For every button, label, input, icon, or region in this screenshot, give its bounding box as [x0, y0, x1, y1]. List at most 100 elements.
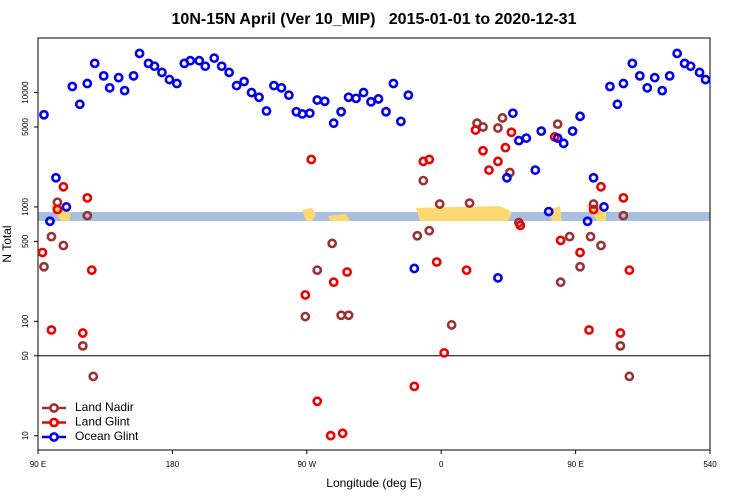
- point: [552, 133, 563, 143]
- y-tick-label: 1000: [21, 198, 30, 216]
- point: [342, 267, 353, 277]
- point: [77, 340, 88, 351]
- point: [484, 165, 494, 175]
- point: [502, 172, 512, 183]
- point: [585, 231, 596, 242]
- legend-label: Land Glint: [75, 415, 130, 429]
- point: [149, 61, 160, 72]
- point: [605, 81, 615, 92]
- point: [306, 154, 317, 165]
- point: [46, 231, 57, 242]
- point: [185, 55, 196, 66]
- y-tick-label: 100: [21, 314, 30, 328]
- point: [567, 126, 578, 137]
- point: [113, 72, 124, 83]
- plot-frame: [37, 37, 711, 451]
- point: [418, 175, 429, 186]
- point: [582, 216, 593, 227]
- point: [325, 430, 336, 441]
- point: [89, 58, 100, 69]
- point: [552, 119, 563, 130]
- point: [599, 202, 609, 212]
- point: [464, 198, 475, 209]
- point: [283, 90, 294, 101]
- x-tick-label: 90 E: [30, 460, 46, 469]
- point: [624, 371, 635, 382]
- legend-label: Land Nadir: [75, 400, 134, 414]
- chart-title: 10N-15N April (Ver 10_MIP) 2015-01-01 to…: [172, 11, 577, 28]
- point: [82, 192, 93, 203]
- x-tick-label: 540: [703, 460, 717, 469]
- point: [700, 74, 711, 85]
- point: [134, 48, 145, 59]
- point: [231, 80, 242, 91]
- point: [58, 181, 69, 192]
- land-shape: [328, 214, 350, 221]
- point: [649, 72, 660, 83]
- point: [77, 328, 88, 338]
- point: [67, 81, 78, 92]
- point: [434, 199, 445, 209]
- y-tick-label: 500: [21, 234, 30, 248]
- point: [261, 106, 272, 116]
- legend-marker: [49, 403, 59, 413]
- point: [543, 206, 554, 217]
- point: [424, 225, 435, 236]
- legend-label: Ocean Glint: [75, 429, 139, 443]
- series: [39, 113, 635, 382]
- point: [216, 61, 227, 72]
- point: [694, 67, 705, 78]
- point: [312, 95, 323, 105]
- point: [254, 92, 264, 103]
- point: [61, 202, 72, 212]
- point: [513, 135, 524, 146]
- point: [588, 204, 599, 215]
- point: [439, 347, 450, 358]
- point: [642, 82, 653, 93]
- point: [157, 67, 167, 78]
- point: [200, 61, 211, 72]
- point: [336, 106, 347, 117]
- point: [596, 240, 606, 251]
- x-tick-label: 90 W: [297, 460, 316, 469]
- point: [239, 76, 249, 87]
- point: [575, 261, 585, 272]
- point: [39, 261, 49, 272]
- point: [618, 192, 629, 203]
- point: [86, 265, 97, 276]
- point: [312, 265, 323, 276]
- point: [276, 82, 287, 93]
- point: [564, 231, 575, 242]
- point: [627, 58, 638, 69]
- point: [493, 156, 503, 167]
- point: [39, 109, 49, 120]
- series: [39, 48, 711, 283]
- point: [521, 133, 532, 143]
- point: [300, 290, 311, 300]
- point: [246, 87, 257, 98]
- point: [45, 216, 55, 227]
- point: [269, 80, 279, 91]
- land-shape: [302, 208, 316, 221]
- point: [164, 74, 175, 85]
- point: [388, 78, 399, 89]
- point: [343, 92, 354, 103]
- point: [612, 99, 623, 110]
- point: [209, 53, 220, 64]
- point: [409, 381, 420, 392]
- point: [618, 210, 629, 221]
- point: [98, 70, 109, 81]
- point: [304, 108, 315, 119]
- point: [297, 109, 308, 119]
- x-axis-label: Longitude (deg E): [326, 476, 421, 490]
- point: [312, 396, 323, 407]
- point: [381, 106, 391, 117]
- point: [685, 61, 696, 72]
- point: [431, 257, 442, 267]
- point: [664, 70, 675, 81]
- x-tick-label: 0: [439, 460, 444, 469]
- point: [634, 70, 645, 81]
- point: [575, 111, 585, 122]
